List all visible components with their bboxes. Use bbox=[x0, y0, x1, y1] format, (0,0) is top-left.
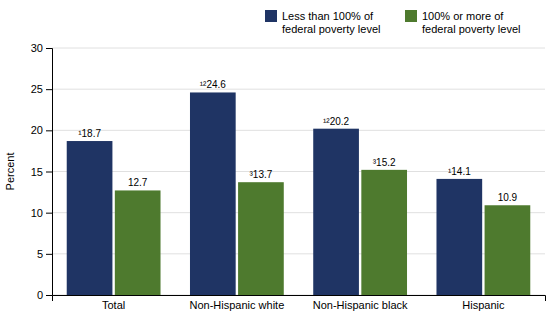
plot-area: 0 5 10 15 20 25 30 Total Non-Hispanic white Non-H… bbox=[31, 42, 546, 311]
legend-label: Less than 100% offederal poverty level bbox=[282, 10, 380, 35]
data-label: ³13.7 bbox=[250, 169, 273, 180]
grid-line bbox=[52, 48, 545, 49]
data-label: 12.7 bbox=[128, 177, 148, 188]
legend-entry: 100% or more offederal poverty level bbox=[405, 10, 520, 35]
x-tick: Hispanic bbox=[462, 299, 505, 311]
x-tick: Total bbox=[102, 299, 125, 311]
y-tick-label: 20 bbox=[31, 124, 43, 136]
legend-swatch bbox=[405, 10, 417, 22]
legend-label: 100% or more offederal poverty level bbox=[422, 10, 520, 35]
grid-line bbox=[52, 130, 545, 131]
y-tick: 20 bbox=[31, 124, 52, 136]
y-tick-label: 25 bbox=[31, 83, 43, 95]
y-tick: 0 bbox=[37, 289, 52, 301]
legend: Less than 100% offederal poverty level 10… bbox=[265, 10, 520, 35]
y-tick-label: 15 bbox=[31, 166, 43, 178]
y-tick-label: 10 bbox=[31, 207, 43, 219]
bar bbox=[485, 205, 531, 295]
y-tick-mark bbox=[46, 213, 52, 214]
data-label: ³15.2 bbox=[373, 157, 396, 168]
bar-series bbox=[115, 170, 530, 295]
bars bbox=[67, 92, 531, 295]
y-tick-mark bbox=[46, 89, 52, 90]
data-label: ¹²20.2 bbox=[323, 116, 350, 127]
y-axis-line bbox=[46, 49, 53, 296]
chart: 0 5 10 15 20 25 30 Total Non-Hispanic white Non-H… bbox=[0, 0, 560, 323]
data-labels: ¹18.7 ¹²24.6 ¹²20.2 ¹14.1 12.7 ³13.7 ³15.2 10.9 bbox=[78, 79, 517, 203]
y-tick-label: 30 bbox=[31, 42, 43, 54]
y-tick-mark bbox=[46, 48, 52, 49]
bar bbox=[361, 170, 407, 295]
legend-swatch bbox=[265, 10, 277, 22]
data-label: ¹18.7 bbox=[78, 128, 101, 139]
y-tick-mark bbox=[46, 254, 52, 255]
bar bbox=[190, 92, 236, 295]
x-tick-label: Non-Hispanic white bbox=[189, 299, 284, 311]
x-tick: Non-Hispanic black bbox=[313, 299, 408, 311]
y-axis-title: Percent bbox=[4, 153, 16, 191]
y-tick-mark bbox=[46, 172, 52, 173]
data-label: 10.9 bbox=[498, 192, 518, 203]
bar bbox=[115, 190, 161, 295]
y-tick: 30 bbox=[31, 42, 52, 54]
x-tick-label: Hispanic bbox=[462, 299, 505, 311]
grid bbox=[52, 48, 545, 295]
grid-line bbox=[52, 89, 545, 90]
x-tick: Non-Hispanic white bbox=[189, 299, 284, 311]
x-tick-label: Non-Hispanic black bbox=[313, 299, 408, 311]
y-tick: 25 bbox=[31, 83, 52, 95]
data-label: ¹14.1 bbox=[448, 166, 471, 177]
bar bbox=[436, 179, 482, 295]
y-tick-mark bbox=[46, 130, 52, 131]
y-tick: 5 bbox=[37, 248, 52, 260]
bar bbox=[67, 141, 113, 295]
y-axis: 0 5 10 15 20 25 30 bbox=[31, 42, 53, 301]
y-tick: 10 bbox=[31, 207, 52, 219]
y-tick-label: 0 bbox=[37, 289, 43, 301]
grid-line bbox=[52, 171, 545, 172]
bar-series bbox=[67, 92, 482, 295]
x-tick-label: Total bbox=[102, 299, 125, 311]
y-tick-mark bbox=[46, 295, 52, 296]
x-axis: Total Non-Hispanic white Non-Hispanic blac… bbox=[53, 296, 546, 311]
bar bbox=[313, 129, 359, 295]
bar bbox=[238, 182, 284, 295]
y-tick: 15 bbox=[31, 166, 52, 178]
y-tick-label: 5 bbox=[37, 248, 43, 260]
data-label: ¹²24.6 bbox=[200, 79, 227, 90]
legend-entry: Less than 100% offederal poverty level bbox=[265, 10, 380, 35]
